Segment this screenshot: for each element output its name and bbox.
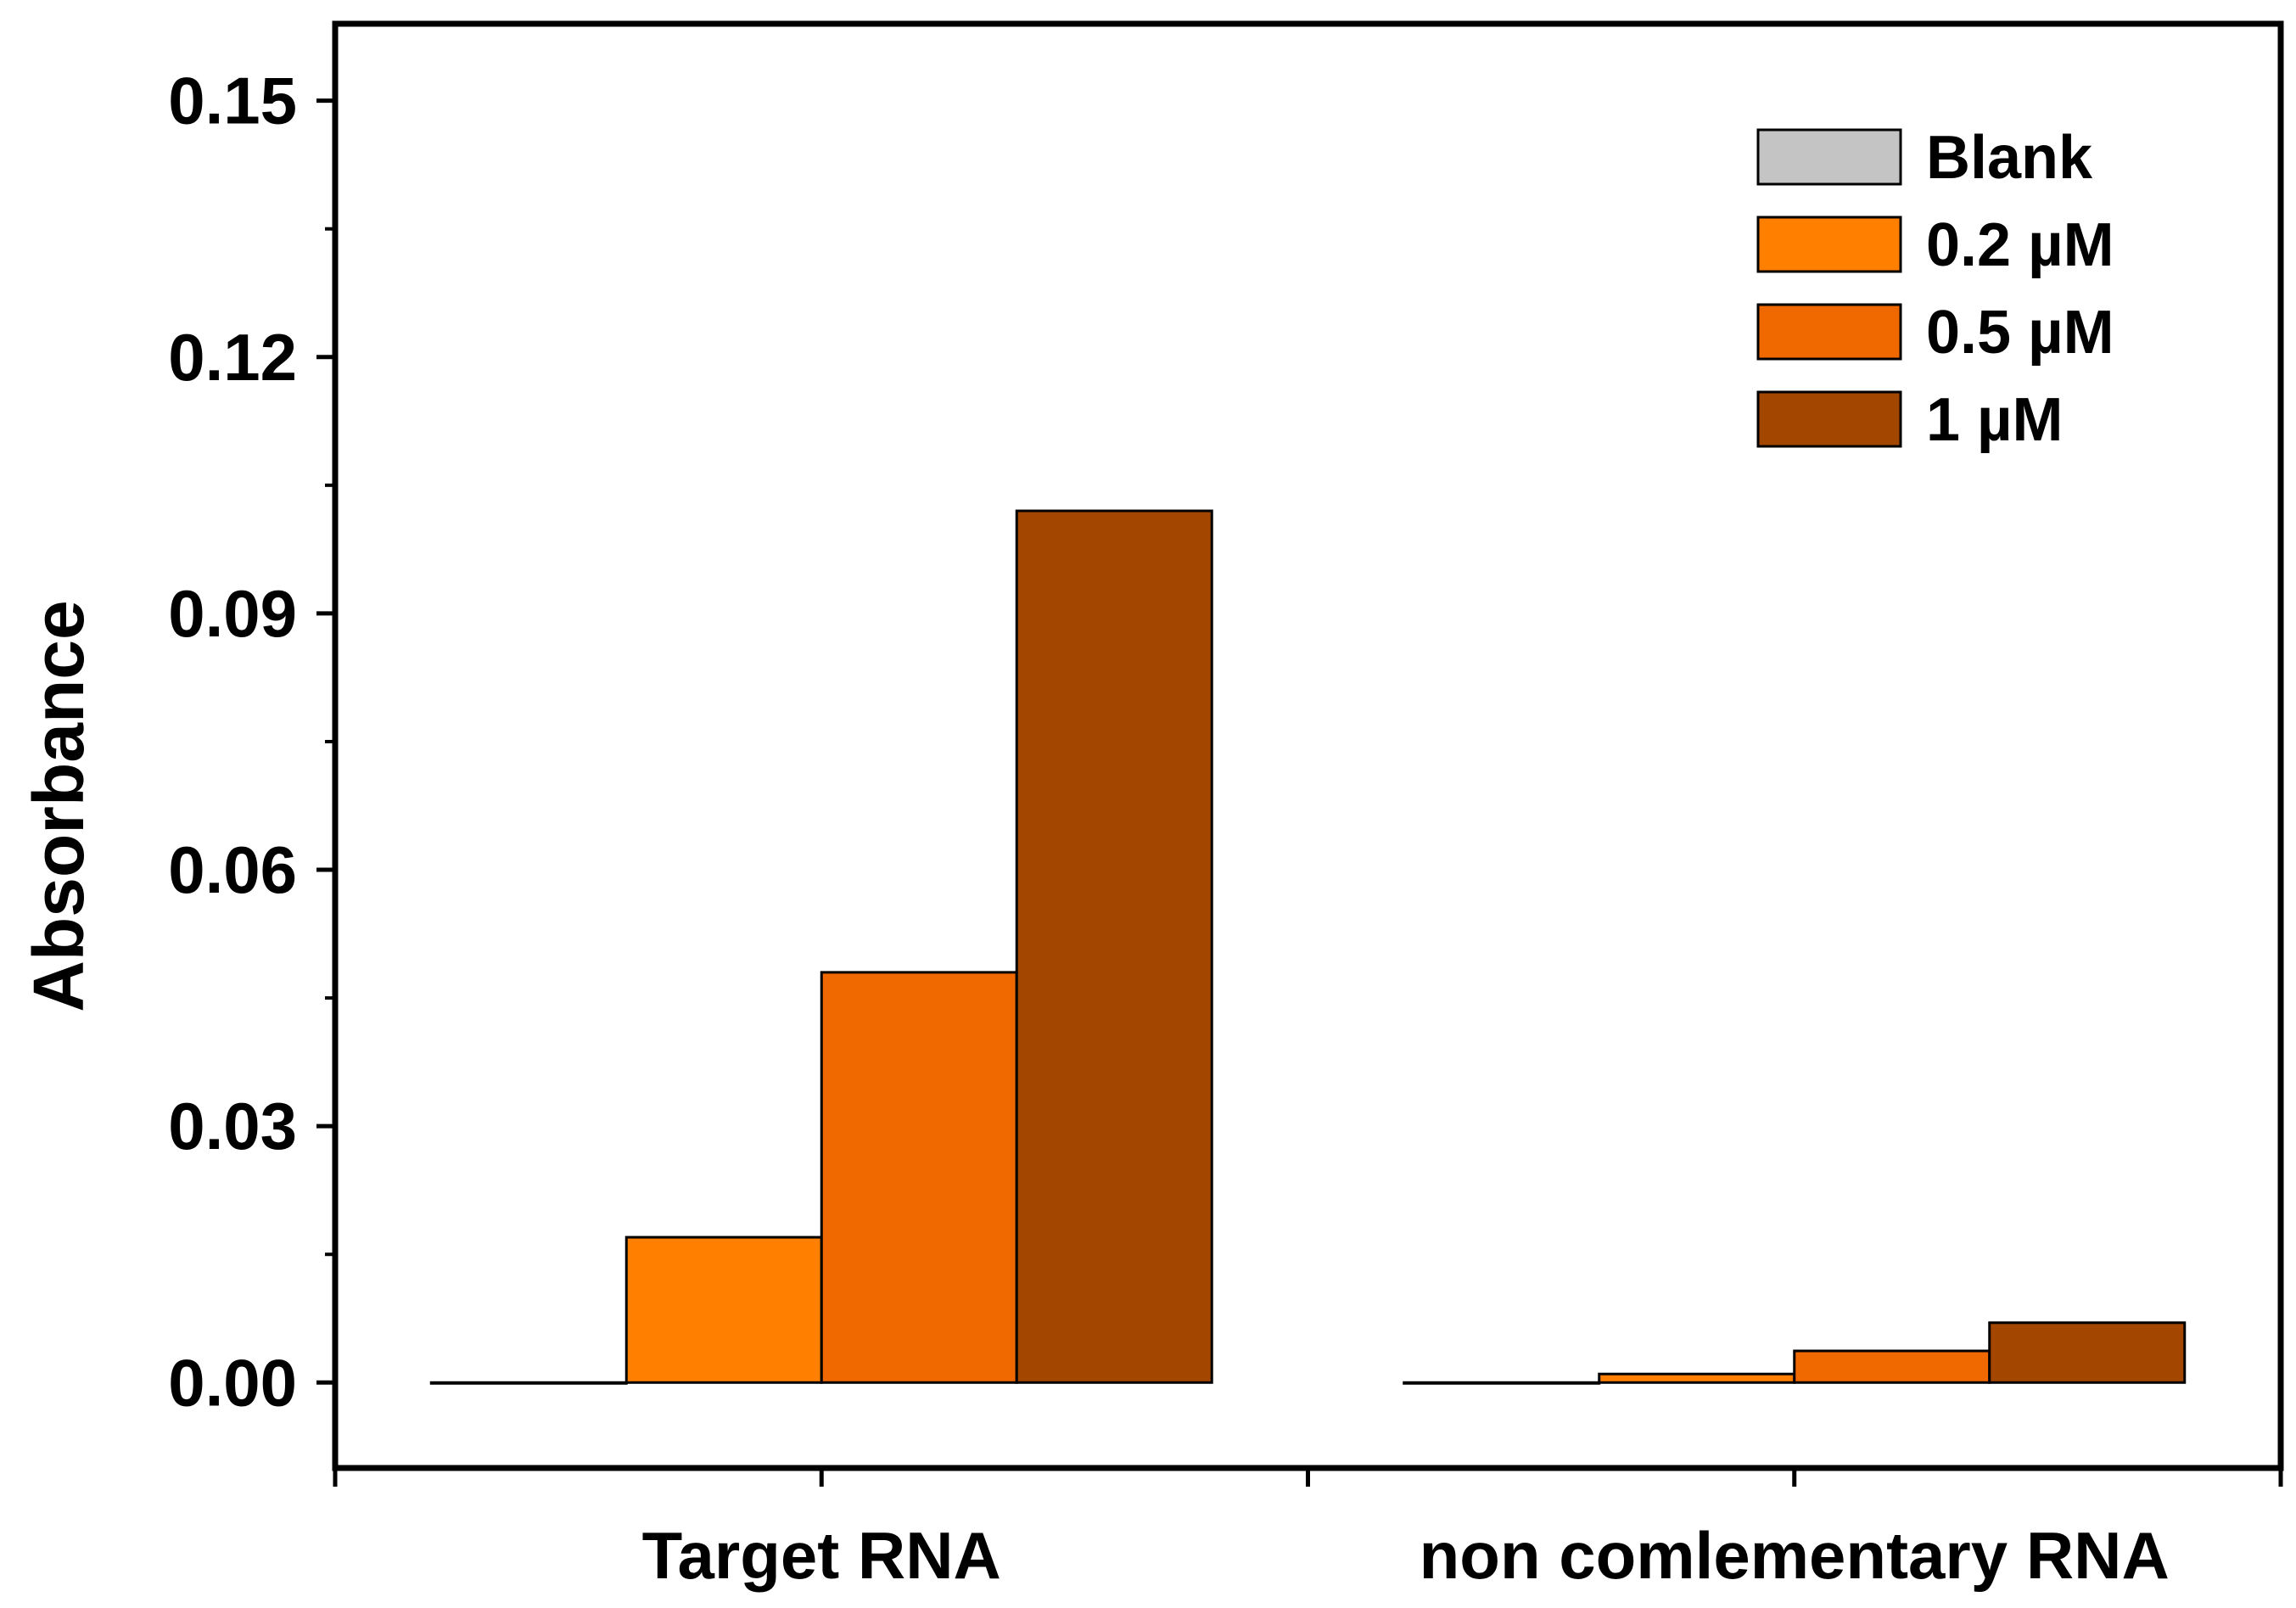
legend-swatch [1756, 216, 1902, 273]
legend-label: Blank [1926, 124, 2093, 192]
y-ticks-layer: 0.00 0.03 0.06 0.09 0.12 0.15 [168, 64, 335, 1420]
bar-1-3 [1988, 1321, 2187, 1384]
y-tick-label: 0.00 [168, 1345, 297, 1420]
y-tick-label: 0.03 [168, 1089, 297, 1163]
legend-swatch [1756, 390, 1902, 448]
bar-0-0 [429, 1381, 628, 1385]
y-tick-label: 0.06 [168, 832, 297, 907]
y-axis-title: Absorbance [19, 600, 98, 1011]
x-ticks-layer: Target RNA non comlementary RNA [333, 1468, 2283, 1593]
bar-1-1 [1598, 1372, 1796, 1384]
bar-0-1 [624, 1235, 823, 1384]
x-tick-label: non comlementary RNA [1420, 1518, 2170, 1593]
bar-1-2 [1793, 1349, 1991, 1384]
bar-0-2 [820, 971, 1018, 1384]
y-tick-label: 0.12 [168, 320, 297, 395]
y-tick-label: 0.09 [168, 576, 297, 651]
legend-label: 0.2 µM [1926, 211, 2114, 279]
x-tick-label: Target RNA [642, 1518, 1001, 1593]
bar-0-3 [1015, 509, 1213, 1384]
legend: Blank 0.2 µM 0.5 µM 1 µM [1756, 124, 2114, 454]
legend-swatch [1756, 303, 1902, 361]
bars-layer [429, 509, 2187, 1385]
bar-1-0 [1403, 1381, 1601, 1385]
legend-label: 1 µM [1926, 386, 2064, 454]
legend-swatch [1756, 128, 1902, 186]
legend-label: 0.5 µM [1926, 299, 2114, 367]
y-tick-label: 0.15 [168, 64, 297, 138]
